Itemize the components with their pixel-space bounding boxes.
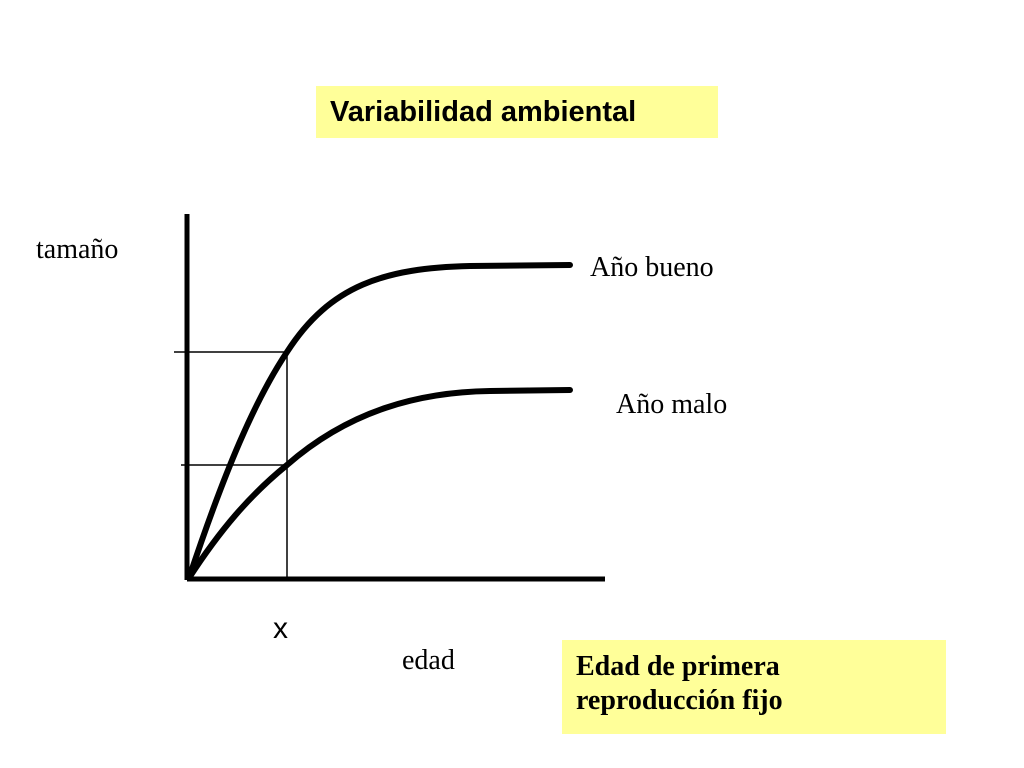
curve-label-bad: Año malo: [616, 389, 728, 420]
note-line-1: Edad de primera: [576, 651, 780, 682]
title-box: Variabilidad ambiental: [316, 86, 718, 138]
curve-good-year: [186, 262, 573, 581]
title-text: Variabilidad ambiental: [330, 96, 637, 128]
y-axis-label: tamaño: [36, 234, 119, 265]
note-box: Edad de primera reproducción fijo: [562, 640, 946, 734]
note-line-2: reproducción fijo: [576, 685, 783, 716]
x-axis-label: edad: [402, 645, 455, 676]
curve-label-good: Año bueno: [590, 252, 714, 283]
curve-bad-year: [186, 387, 573, 581]
age-x-marker-label: x: [273, 612, 288, 645]
